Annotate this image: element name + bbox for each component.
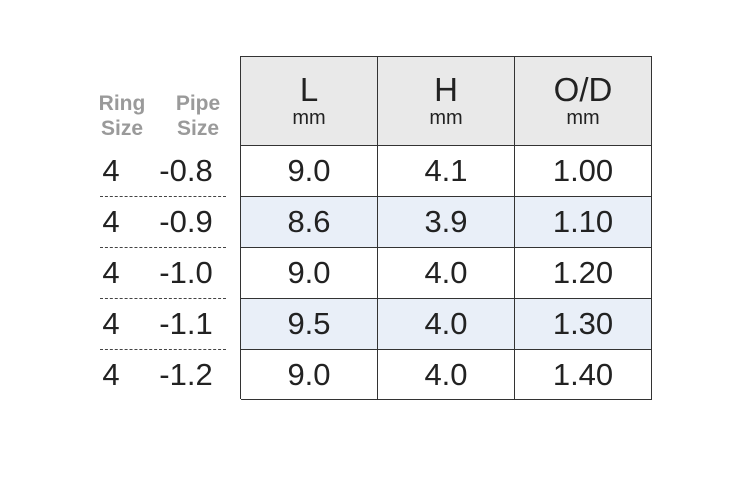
ring-size: 4 [102,306,120,341]
cell: 9.0 [241,146,378,197]
cell: 1.20 [515,248,652,299]
row-separator [100,298,226,299]
column-header: Size [100,117,144,140]
pipe-size: -0.9 [159,204,213,239]
row-separator [100,247,226,248]
row-separator [100,196,226,197]
cell: 9.0 [241,248,378,299]
row-separator [100,349,226,350]
cell: 4.0 [378,248,515,299]
cell: 4.0 [378,299,515,350]
cell: 4.0 [378,350,515,400]
cell: 1.00 [515,146,652,197]
pipe-size: -1.2 [159,357,213,392]
cell: 1.40 [515,350,652,400]
cell: 1.10 [515,197,652,248]
column-header: Pipe [175,92,221,115]
column-header: Size [176,117,220,140]
cell: 3.9 [378,197,515,248]
ring-size: 4 [102,204,120,239]
ring-size: 4 [102,255,120,290]
header-unit: mm [292,107,326,129]
column-header: Ring [98,92,146,115]
header-label: O/D [553,71,613,108]
header-label: H [434,71,458,108]
cell: 4.1 [378,146,515,197]
ring-size: 4 [102,153,120,188]
cell: 9.5 [241,299,378,350]
ring-size: 4 [102,357,120,392]
cell: 8.6 [241,197,378,248]
header-unit: mm [566,107,600,129]
cell: 9.0 [241,350,378,400]
header-label: L [299,71,319,108]
cell: 1.30 [515,299,652,350]
header-unit: mm [429,107,463,129]
pipe-size: -1.0 [159,255,213,290]
header-cell: O/D mm [515,57,652,146]
pipe-size: -0.8 [159,153,213,188]
pipe-size: -1.1 [159,306,213,341]
